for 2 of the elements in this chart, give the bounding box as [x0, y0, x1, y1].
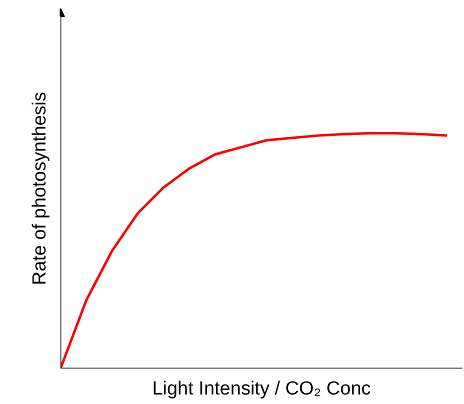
y-axis-title: Rate of photosynthesis [30, 92, 50, 286]
x-axis-title: Light Intensity / CO₂ Conc [152, 378, 371, 400]
